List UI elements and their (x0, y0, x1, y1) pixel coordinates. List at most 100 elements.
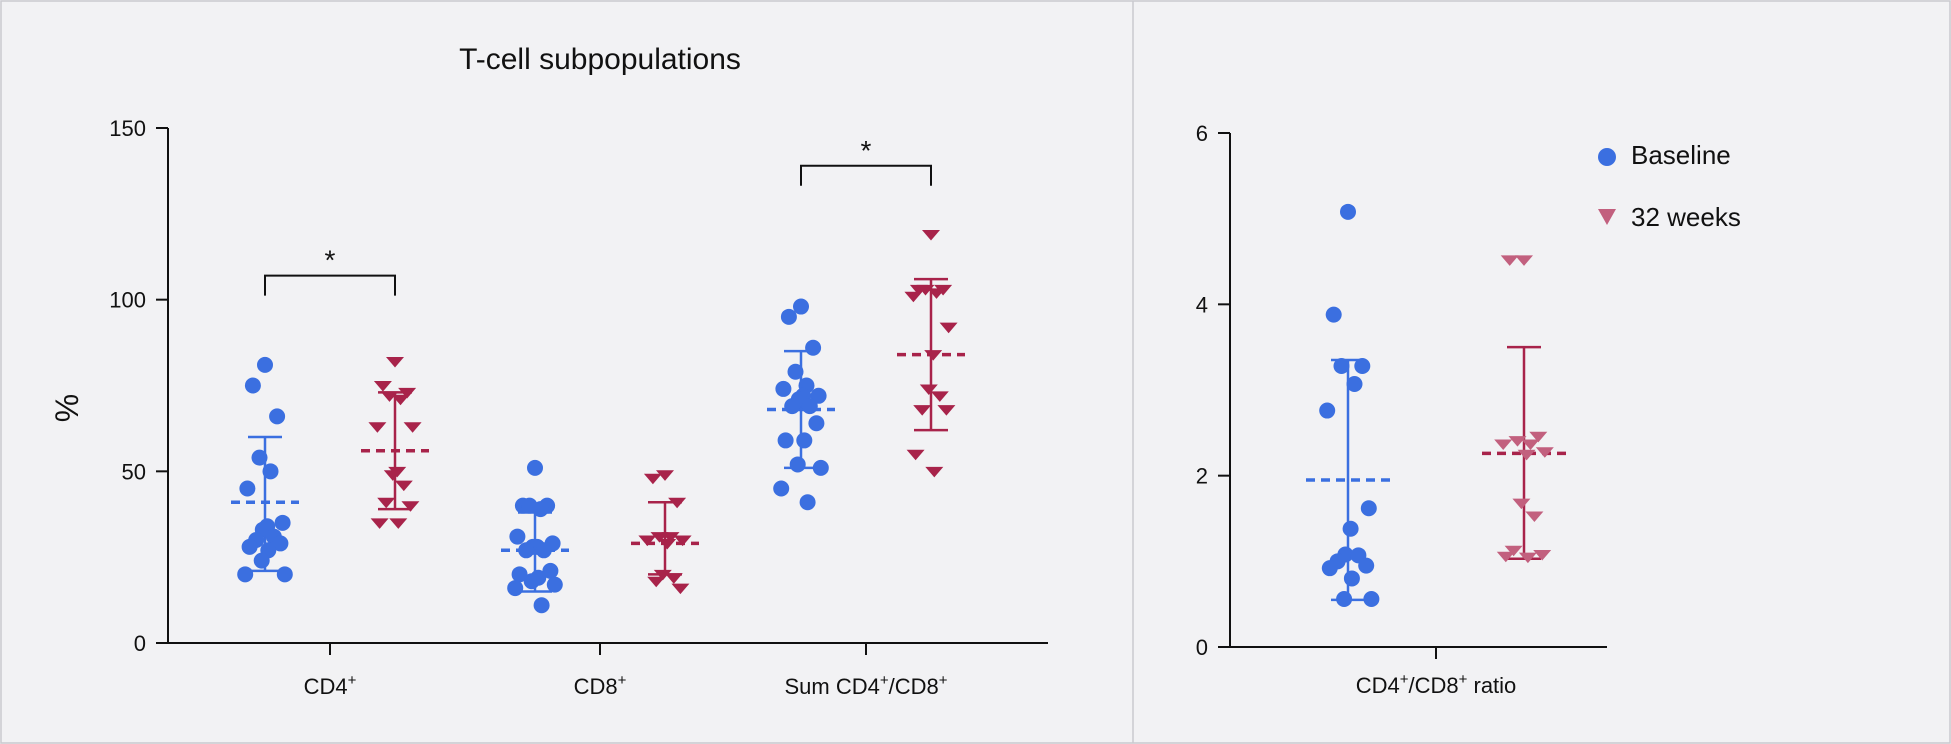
data-point (780, 308, 797, 325)
data-point (1535, 447, 1554, 458)
data-point (906, 449, 925, 461)
data-point (1533, 550, 1552, 561)
data-point (518, 542, 535, 559)
right-y-tick-label: 2 (1196, 464, 1208, 489)
data-point (927, 288, 946, 299)
data-point (924, 350, 943, 361)
data-point (793, 298, 809, 315)
left-significance: ** (264, 135, 932, 296)
legend-baseline-label: Baseline (1631, 140, 1731, 170)
data-point (1354, 358, 1371, 375)
data-point (653, 569, 672, 581)
right-y-tick-label: 0 (1196, 635, 1208, 660)
significance-bracket (800, 164, 932, 186)
data-point (919, 384, 938, 396)
data-point (368, 422, 387, 433)
data-point (812, 459, 829, 476)
left-points (237, 229, 958, 614)
legend-32weeks-marker (1598, 209, 1616, 225)
data-point (1319, 402, 1336, 419)
data-point (403, 422, 422, 433)
data-point (904, 291, 923, 303)
data-point (1525, 511, 1544, 523)
data-point (643, 473, 662, 485)
data-point (373, 381, 392, 392)
data-point (398, 387, 417, 399)
data-point (276, 566, 293, 583)
left-y-tick-label: 50 (122, 459, 146, 484)
data-point (801, 398, 818, 415)
data-point (1504, 545, 1523, 557)
data-point (542, 562, 559, 579)
data-point (237, 566, 254, 583)
data-point (507, 580, 524, 597)
right-x-label: CD4+/CD8+ ratio (1356, 671, 1517, 698)
data-point (527, 459, 543, 476)
data-point (1518, 552, 1537, 564)
y-axis-label: % (49, 394, 85, 422)
data-point (1496, 551, 1515, 563)
data-point (939, 322, 958, 334)
left-category-label: Sum CD4+/CD8+ (784, 672, 947, 699)
legend: Baseline 32 weeks (1598, 140, 1741, 232)
right-y-tick-label: 6 (1196, 121, 1208, 146)
data-point (668, 497, 687, 509)
data-point (383, 470, 402, 481)
data-point (916, 284, 935, 296)
data-point (784, 398, 801, 415)
data-point (1500, 255, 1519, 266)
data-point (1333, 358, 1350, 375)
data-point (775, 380, 792, 397)
left-y-tick-label: 150 (109, 116, 146, 141)
data-point (1325, 306, 1342, 323)
data-point (241, 538, 258, 555)
left-y-tick-label: 0 (134, 631, 146, 656)
left-panel: T-cell subpopulations % 0 50 100 150 CD4+ CD8… (49, 43, 1048, 699)
right-y-tick-label: 4 (1196, 292, 1208, 317)
data-point (532, 501, 549, 518)
data-point (789, 456, 806, 473)
data-point (805, 339, 822, 356)
data-point (253, 552, 270, 569)
data-point (1515, 255, 1533, 266)
data-point (535, 542, 552, 559)
data-point (1343, 570, 1360, 587)
data-point (656, 470, 674, 481)
data-point (509, 528, 526, 545)
significance-bracket (264, 274, 396, 296)
data-point (244, 377, 261, 394)
left-y-tick-label: 100 (109, 288, 146, 313)
data-point (391, 394, 410, 406)
left-category-label: CD8+ (574, 672, 627, 699)
data-point (1529, 431, 1548, 443)
data-point (913, 405, 932, 416)
data-point (664, 573, 683, 584)
data-point (533, 597, 550, 614)
data-point (777, 432, 794, 449)
data-point (272, 535, 289, 552)
data-point (370, 518, 389, 529)
left-category-label: CD4+ (304, 672, 357, 699)
data-point (386, 357, 404, 368)
data-point (1336, 591, 1353, 608)
data-point (922, 229, 940, 241)
data-point (1358, 557, 1375, 574)
data-point (671, 583, 690, 595)
data-point (1360, 500, 1377, 517)
data-point (930, 391, 949, 402)
data-point (1508, 436, 1527, 447)
legend-baseline-marker (1598, 148, 1616, 166)
data-point (1512, 498, 1531, 510)
right-points (1319, 203, 1554, 608)
legend-32weeks-label: 32 weeks (1631, 202, 1741, 232)
data-point (401, 501, 420, 512)
data-point (799, 494, 816, 511)
data-point (925, 466, 944, 478)
data-point (1340, 203, 1356, 220)
data-point (269, 408, 286, 425)
data-point (377, 497, 396, 509)
data-point (1321, 560, 1338, 577)
